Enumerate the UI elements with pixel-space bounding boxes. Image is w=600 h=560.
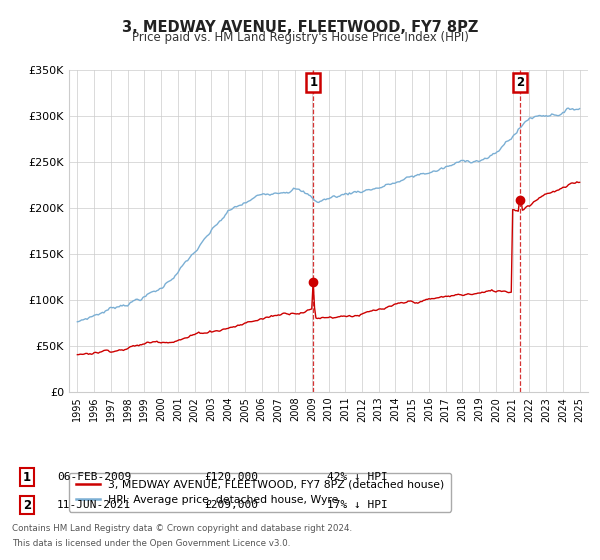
Text: £120,000: £120,000 [204,472,258,482]
Text: 42% ↓ HPI: 42% ↓ HPI [327,472,388,482]
Text: 2: 2 [23,498,31,512]
Text: £209,000: £209,000 [204,500,258,510]
Text: 2: 2 [516,76,524,90]
Legend: 3, MEDWAY AVENUE, FLEETWOOD, FY7 8PZ (detached house), HPI: Average price, detac: 3, MEDWAY AVENUE, FLEETWOOD, FY7 8PZ (de… [69,473,451,511]
Text: 11-JUN-2021: 11-JUN-2021 [57,500,131,510]
Text: 3, MEDWAY AVENUE, FLEETWOOD, FY7 8PZ: 3, MEDWAY AVENUE, FLEETWOOD, FY7 8PZ [122,20,478,35]
Text: Price paid vs. HM Land Registry's House Price Index (HPI): Price paid vs. HM Land Registry's House … [131,31,469,44]
Text: Contains HM Land Registry data © Crown copyright and database right 2024.: Contains HM Land Registry data © Crown c… [12,524,352,533]
Text: 06-FEB-2009: 06-FEB-2009 [57,472,131,482]
Text: This data is licensed under the Open Government Licence v3.0.: This data is licensed under the Open Gov… [12,539,290,548]
Text: 1: 1 [23,470,31,484]
Text: 1: 1 [310,76,317,90]
Text: 17% ↓ HPI: 17% ↓ HPI [327,500,388,510]
